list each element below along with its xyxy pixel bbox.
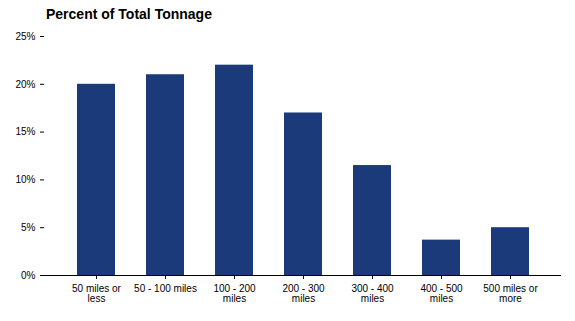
svg-text:100 - 200miles: 100 - 200miles: [213, 283, 256, 304]
svg-text:500 miles ormore: 500 miles ormore: [483, 283, 538, 304]
svg-text:300 - 400miles: 300 - 400miles: [351, 283, 394, 304]
svg-text:10%: 10%: [15, 174, 35, 185]
svg-text:5%: 5%: [21, 222, 36, 233]
svg-text:200 - 300miles: 200 - 300miles: [282, 283, 325, 304]
svg-text:25%: 25%: [15, 31, 35, 42]
svg-text:50 miles orless: 50 miles orless: [72, 283, 122, 304]
svg-text:400 - 500miles: 400 - 500miles: [420, 283, 463, 304]
html-text:Percent of Total Tonnage: Percent of Total Tonnage: [46, 6, 212, 22]
svg-text:0%: 0%: [21, 270, 36, 281]
svg-text:50 - 100 miles: 50 - 100 miles: [134, 283, 197, 294]
svg-text:20%: 20%: [15, 79, 35, 90]
svg-text:15%: 15%: [15, 126, 35, 137]
